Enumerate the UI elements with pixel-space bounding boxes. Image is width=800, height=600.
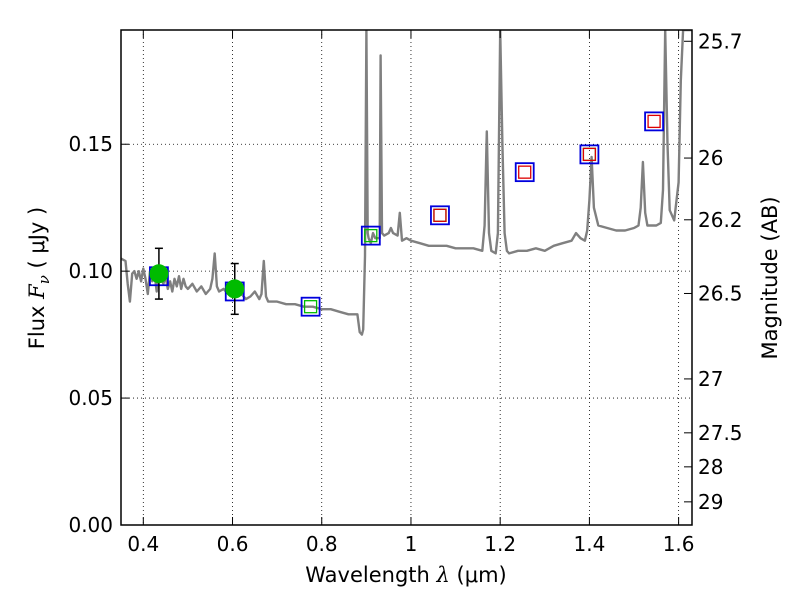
filter-flux-box-green	[433, 208, 447, 222]
axis-ticks: 0.4 0.6 0.8 1 1.2 1.4 1.6 0.00 0.05 0.10 0.15 25.7 2…	[68, 29, 742, 556]
model-flux-box	[360, 225, 381, 246]
y-tick-label: 0.05	[68, 386, 113, 410]
detection-point	[149, 264, 169, 284]
filter-flux-box-green	[364, 228, 378, 243]
y2-axis-title: Magnitude (AB)	[758, 196, 782, 359]
y2-tick-label: 26	[698, 146, 723, 170]
y-axis-title: Flux Fν ( μJy )	[25, 207, 53, 349]
x-tick-label: 0.6	[217, 532, 249, 556]
y-tick-label: 0.10	[68, 259, 113, 283]
x-tick-label: 1.2	[484, 532, 516, 556]
x-tick-label: 1	[405, 532, 418, 556]
x-tick-label: 1.6	[663, 532, 695, 556]
y2-tick-label: 27.5	[698, 421, 743, 445]
x-tick-label: 0.4	[127, 532, 159, 556]
y-tick-label: 0.00	[68, 513, 113, 537]
plot-area	[121, 30, 692, 336]
y2-tick-label: 28	[698, 455, 723, 479]
template-spectrum-line	[121, 30, 692, 336]
filter-flux-box-red	[433, 208, 447, 222]
filter-flux-box-green	[303, 300, 318, 314]
y-tick-label: 0.15	[68, 132, 113, 156]
model-flux-box	[300, 296, 321, 317]
grid	[121, 30, 692, 526]
filter-flux-box-red	[582, 147, 597, 162]
filter-flux-box-red	[518, 165, 532, 179]
y2-tick-label: 29	[698, 490, 723, 514]
y2-tick-label: 27	[698, 367, 723, 391]
y2-tick-label: 26.5	[698, 281, 743, 305]
model-flux-box	[514, 162, 535, 183]
x-tick-label: 0.8	[306, 532, 338, 556]
model-flux-box	[644, 111, 664, 132]
detection-point	[225, 279, 245, 299]
x-axis-title: Wavelength λ (μm)	[305, 563, 506, 587]
x-tick-label: 1.4	[573, 532, 605, 556]
model-flux-box	[579, 144, 600, 165]
y2-tick-label: 26.2	[698, 208, 743, 232]
plot-frame	[120, 29, 693, 526]
filter-flux-box-red	[647, 114, 661, 129]
y2-tick-label: 25.7	[698, 29, 743, 53]
model-flux-box	[430, 205, 450, 226]
